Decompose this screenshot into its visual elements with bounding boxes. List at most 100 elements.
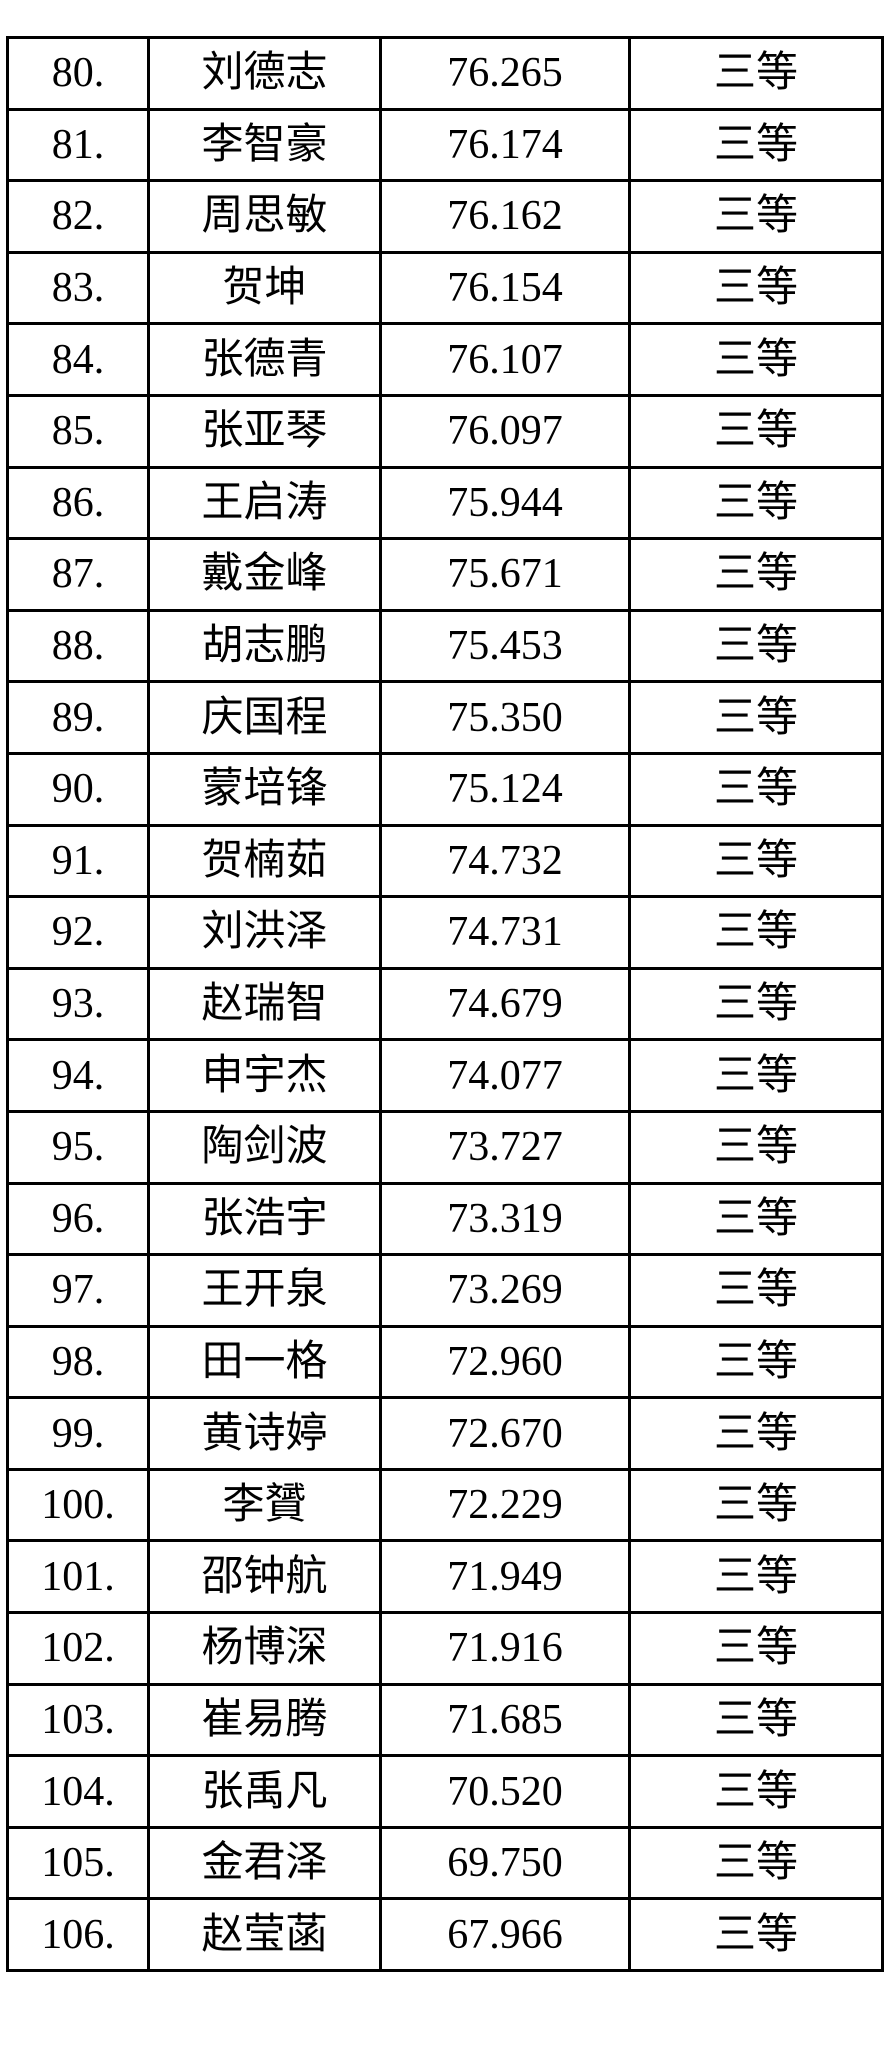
rank-cell: 103. — [6, 1682, 150, 1758]
score-cell: 72.229 — [379, 1467, 631, 1543]
name-cell: 周思敏 — [147, 179, 382, 254]
name-cell: 张禹凡 — [147, 1754, 382, 1829]
grade-cell: 三等 — [628, 1253, 884, 1328]
score-cell: 76.174 — [379, 107, 631, 183]
name-cell: 杨博深 — [147, 1611, 382, 1686]
score-cell: 71.685 — [379, 1682, 631, 1758]
score-cell: 73.727 — [379, 1109, 631, 1185]
rank-cell: 94. — [6, 1038, 150, 1113]
name-cell: 陶剑波 — [147, 1109, 382, 1185]
grade-cell: 三等 — [628, 895, 884, 970]
grade-cell: 三等 — [628, 966, 884, 1042]
rank-cell: 82. — [6, 179, 150, 254]
name-cell: 田一格 — [147, 1324, 382, 1400]
table-row: 102. 杨博深 71.916 三等 — [6, 1611, 884, 1686]
score-cell: 76.097 — [379, 393, 631, 469]
grade-cell: 三等 — [628, 322, 884, 397]
rank-cell: 102. — [6, 1611, 150, 1686]
table-row: 93. 赵瑞智 74.679 三等 — [6, 966, 884, 1042]
name-cell: 黄诗婷 — [147, 1396, 382, 1471]
grade-cell: 三等 — [628, 1181, 884, 1257]
table-row: 89. 庆国程 75.350 三等 — [6, 680, 884, 755]
table-row: 105. 金君泽 69.750 三等 — [6, 1825, 884, 1901]
table-row: 101. 邵钟航 71.949 三等 — [6, 1539, 884, 1615]
table-row: 95. 陶剑波 73.727 三等 — [6, 1109, 884, 1185]
grade-cell: 三等 — [628, 1038, 884, 1113]
score-cell: 72.960 — [379, 1324, 631, 1400]
score-cell: 76.154 — [379, 250, 631, 326]
name-cell: 崔易腾 — [147, 1682, 382, 1758]
rank-cell: 101. — [6, 1539, 150, 1615]
name-cell: 赵莹菡 — [147, 1897, 382, 1973]
rank-cell: 99. — [6, 1396, 150, 1471]
grade-cell: 三等 — [628, 751, 884, 827]
name-cell: 张德青 — [147, 322, 382, 397]
rank-cell: 90. — [6, 751, 150, 827]
name-cell: 李贇 — [147, 1467, 382, 1543]
name-cell: 贺楠茹 — [147, 823, 382, 899]
name-cell: 戴金峰 — [147, 537, 382, 612]
ranking-table: 80. 刘德志 76.265 三等 81. 李智豪 76.174 三等 82. 周思敏 76.162… — [6, 36, 884, 1973]
table-row: 88. 胡志鹏 75.453 三等 — [6, 608, 884, 684]
table-row: 97. 王开泉 73.269 三等 — [6, 1253, 884, 1328]
table-row: 99. 黄诗婷 72.670 三等 — [6, 1396, 884, 1471]
rank-cell: 86. — [6, 465, 150, 541]
score-cell: 71.949 — [379, 1539, 631, 1615]
score-cell: 75.944 — [379, 465, 631, 541]
grade-cell: 三等 — [628, 36, 884, 111]
grade-cell: 三等 — [628, 1825, 884, 1901]
table-row: 83. 贺坤 76.154 三等 — [6, 250, 884, 326]
score-cell: 74.731 — [379, 895, 631, 970]
grade-cell: 三等 — [628, 1897, 884, 1973]
table-row: 86. 王启涛 75.944 三等 — [6, 465, 884, 541]
rank-cell: 89. — [6, 680, 150, 755]
name-cell: 刘德志 — [147, 36, 382, 111]
rank-cell: 96. — [6, 1181, 150, 1257]
grade-cell: 三等 — [628, 1539, 884, 1615]
score-cell: 69.750 — [379, 1825, 631, 1901]
name-cell: 贺坤 — [147, 250, 382, 326]
score-cell: 73.269 — [379, 1253, 631, 1328]
table-row: 103. 崔易腾 71.685 三等 — [6, 1682, 884, 1758]
name-cell: 刘洪泽 — [147, 895, 382, 970]
score-cell: 67.966 — [379, 1897, 631, 1973]
table-row: 96. 张浩宇 73.319 三等 — [6, 1181, 884, 1257]
rank-cell: 106. — [6, 1897, 150, 1973]
rank-cell: 88. — [6, 608, 150, 684]
score-cell: 74.732 — [379, 823, 631, 899]
name-cell: 金君泽 — [147, 1825, 382, 1901]
table-row: 106. 赵莹菡 67.966 三等 — [6, 1897, 884, 1973]
name-cell: 邵钟航 — [147, 1539, 382, 1615]
table-row: 84. 张德青 76.107 三等 — [6, 322, 884, 397]
name-cell: 胡志鹏 — [147, 608, 382, 684]
rank-cell: 105. — [6, 1825, 150, 1901]
name-cell: 赵瑞智 — [147, 966, 382, 1042]
grade-cell: 三等 — [628, 250, 884, 326]
score-cell: 70.520 — [379, 1754, 631, 1829]
table-row: 104. 张禹凡 70.520 三等 — [6, 1754, 884, 1829]
grade-cell: 三等 — [628, 1682, 884, 1758]
table-row: 87. 戴金峰 75.671 三等 — [6, 537, 884, 612]
score-cell: 76.107 — [379, 322, 631, 397]
table-row: 92. 刘洪泽 74.731 三等 — [6, 895, 884, 970]
name-cell: 王开泉 — [147, 1253, 382, 1328]
grade-cell: 三等 — [628, 537, 884, 612]
rank-cell: 83. — [6, 250, 150, 326]
table-row: 91. 贺楠茹 74.732 三等 — [6, 823, 884, 899]
name-cell: 张浩宇 — [147, 1181, 382, 1257]
rank-cell: 91. — [6, 823, 150, 899]
name-cell: 蒙培锋 — [147, 751, 382, 827]
rank-cell: 85. — [6, 393, 150, 469]
grade-cell: 三等 — [628, 465, 884, 541]
name-cell: 申宇杰 — [147, 1038, 382, 1113]
table-row: 100. 李贇 72.229 三等 — [6, 1467, 884, 1543]
grade-cell: 三等 — [628, 1467, 884, 1543]
rank-cell: 98. — [6, 1324, 150, 1400]
grade-cell: 三等 — [628, 393, 884, 469]
grade-cell: 三等 — [628, 823, 884, 899]
score-cell: 76.265 — [379, 36, 631, 111]
score-cell: 75.453 — [379, 608, 631, 684]
rank-cell: 92. — [6, 895, 150, 970]
table-row: 81. 李智豪 76.174 三等 — [6, 107, 884, 183]
score-cell: 71.916 — [379, 1611, 631, 1686]
